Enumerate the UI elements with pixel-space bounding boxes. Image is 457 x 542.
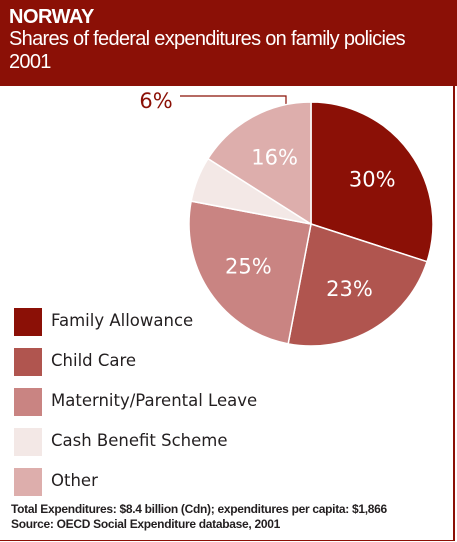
legend-swatch [14,428,42,456]
pie-slice-other [206,101,312,226]
chart-subtitle: Shares of federal expenditures on family… [9,28,406,50]
legend-label: Family Allowance [51,311,194,330]
chart-year: 2001 [9,51,51,73]
footer: Total Expenditures: $8.4 billion (Cdn); … [11,502,387,532]
legend-swatch [14,388,42,416]
legend-label: Other [51,471,98,490]
chart-header: NORWAY Shares of federal expenditures on… [0,0,457,86]
pie-label-family-allowance: 30% [349,168,396,192]
legend-label: Maternity/Parental Leave [51,391,258,410]
pie-slice-child-care [287,223,428,347]
footer-totals: Total Expenditures: $8.4 billion (Cdn); … [11,502,387,516]
legend-label: Cash Benefit Scheme [51,431,228,450]
chart-title: NORWAY [9,6,94,28]
legend-item-child-care: Child Care [14,348,274,376]
legend-item-cash-benefit-scheme: Cash Benefit Scheme [14,428,274,456]
pie-label-child-care: 23% [326,277,373,301]
legend-swatch [14,468,42,496]
legend-swatch [14,348,42,376]
pie-slice-family-allowance [310,101,434,263]
pie-slice-maternity-parental-leave [188,200,312,345]
pie-label-cash-benefit-scheme: 6% [139,89,172,113]
legend-item-maternity-parental-leave: Maternity/Parental Leave [14,388,274,416]
pie-label-other: 16% [251,146,298,170]
legend-label: Child Care [51,351,137,370]
pie-label-maternity-parental-leave: 25% [225,255,272,279]
legend-swatch [14,308,42,336]
legend-item-other: Other [14,468,274,496]
callout-leader-line [180,95,287,104]
legend-item-family-allowance: Family Allowance [14,308,274,336]
footer-source: Source: OECD Social Expenditure database… [11,517,280,531]
